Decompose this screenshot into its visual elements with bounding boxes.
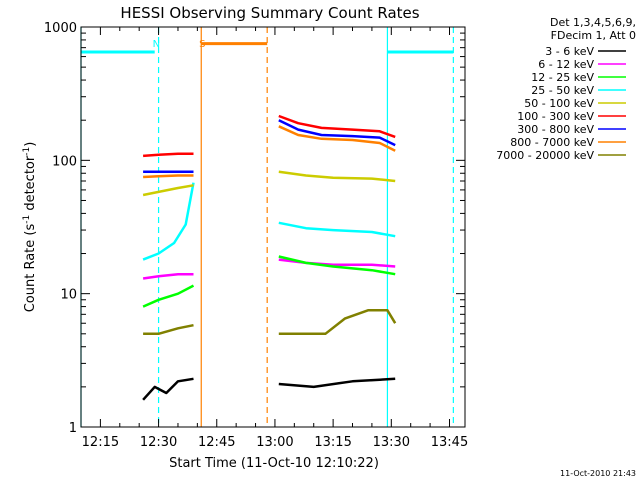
series-line — [278, 377, 396, 389]
series-line — [278, 119, 396, 147]
series-line — [143, 174, 194, 179]
series-line — [278, 255, 396, 276]
x-tick-label: 13:00 — [256, 435, 293, 450]
flag-label: N — [153, 39, 160, 50]
series-line — [142, 284, 195, 308]
plot-frame — [80, 26, 466, 428]
legend-label: 7000 - 20000 keV — [496, 149, 594, 162]
x-tick-label: 12:15 — [82, 435, 119, 450]
y-axis-label: Count Rate (s-1 detector-1) — [22, 142, 38, 313]
x-tick-label: 13:15 — [314, 435, 351, 450]
legend-label: 12 - 25 keV — [531, 71, 594, 84]
axes-layer: 12:15 12:30 12:45 13:00 13:15 13:30 13:45 1 10 10… — [44, 21, 468, 450]
x-tick-label: 13:45 — [431, 435, 468, 450]
legend-label: 50 - 100 keV — [524, 97, 594, 110]
legend-title-line-1: Det 1,3,4,5,6,9, — [550, 16, 636, 29]
legend: Det 1,3,4,5,6,9, FDecim 1, Att 0 3 - 6 k… — [496, 16, 636, 162]
x-tick-label: 13:30 — [373, 435, 410, 450]
legend-label: 25 - 50 keV — [531, 84, 594, 97]
series-line — [142, 377, 194, 401]
series-layer — [142, 114, 397, 401]
legend-label: 6 - 12 keV — [538, 58, 594, 71]
x-axis-label: Start Time (11-Oct-10 12:10:22) — [169, 456, 379, 471]
y-tick-label: 100 — [52, 154, 77, 169]
series-line — [143, 323, 194, 336]
legend-label: 3 - 6 keV — [545, 45, 594, 58]
series-line — [278, 221, 396, 238]
chart-title: HESSI Observing Summary Count Rates — [120, 4, 419, 22]
flag-label: S — [199, 39, 205, 50]
series-line — [143, 152, 194, 158]
legend-label: 300 - 800 keV — [517, 123, 594, 136]
legend-label: 800 - 7000 keV — [510, 136, 594, 149]
series-line — [278, 170, 396, 183]
series-line — [142, 182, 195, 261]
series-line — [142, 272, 194, 280]
series-line — [278, 125, 396, 152]
y-tick-label: 1000 — [44, 21, 77, 36]
x-tick-label: 12:30 — [140, 435, 177, 450]
series-line — [142, 184, 194, 197]
y-tick-label: 10 — [60, 288, 77, 303]
x-tick-label: 12:45 — [198, 435, 235, 450]
legend-label: 100 - 300 keV — [517, 110, 594, 123]
y-tick-label: 1 — [69, 421, 77, 436]
footer-timestamp: 11-Oct-2010 21:43 — [560, 469, 636, 478]
legend-title-line-2: FDecim 1, Att 0 — [551, 29, 636, 42]
series-line — [278, 114, 396, 139]
series-line — [278, 309, 397, 336]
